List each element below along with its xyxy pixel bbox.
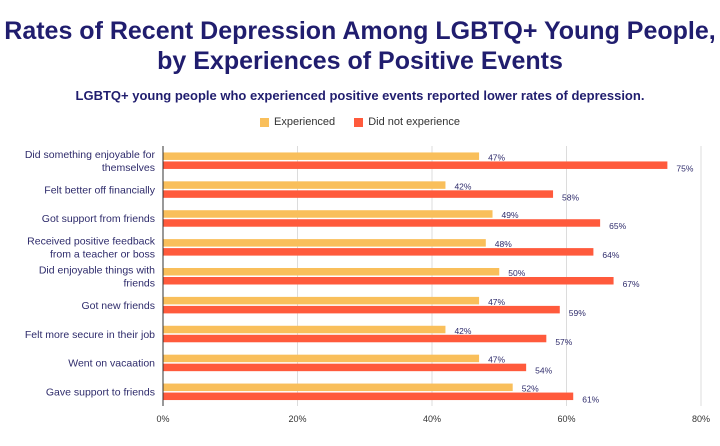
- chart-title: Rates of Recent Depression Among LGBTQ+ …: [4, 17, 716, 75]
- bar-did-not-experience: [163, 363, 527, 372]
- legend-swatch: [260, 117, 270, 127]
- legend-label: Did not experience: [368, 116, 460, 128]
- category-label: Felt better off financially: [44, 184, 155, 196]
- data-label: 64%: [602, 250, 619, 260]
- data-label: 75%: [676, 163, 693, 173]
- category-label: Felt more secure in their job: [25, 329, 155, 341]
- bar-experienced: [163, 181, 446, 189]
- category-label: Got support from friends: [42, 213, 155, 225]
- bar-did-not-experience: [163, 305, 560, 314]
- legend: Experienced Did not experience: [0, 116, 720, 130]
- bar-did-not-experience: [163, 334, 547, 343]
- bar-experienced: [163, 383, 513, 392]
- data-label: 54%: [535, 366, 552, 376]
- data-label: 47%: [488, 297, 505, 307]
- bar-experienced: [163, 268, 500, 276]
- bar-did-not-experience: [163, 190, 554, 198]
- category-label: Went on vacaation: [68, 358, 155, 370]
- bar-did-not-experience: [163, 392, 574, 401]
- bar-did-not-experience: [163, 248, 594, 256]
- data-label: 61%: [582, 395, 599, 405]
- bar-did-not-experience: [163, 277, 614, 285]
- category-label: Did enjoyable things with friends: [39, 265, 155, 290]
- bar-experienced: [163, 354, 480, 363]
- legend-swatch: [354, 117, 364, 127]
- legend-item-did-not-experience[interactable]: Did not experience: [354, 116, 460, 128]
- bar-experienced: [163, 325, 446, 334]
- x-tick-label: 0%: [156, 414, 169, 424]
- category-label: Did something enjoyable for themselves: [25, 149, 156, 174]
- x-tick-label: 80%: [692, 414, 710, 424]
- category-label: Got new friends: [81, 300, 155, 312]
- data-label: 48%: [495, 239, 512, 249]
- data-label: 49%: [502, 210, 519, 220]
- bar-did-not-experience: [163, 161, 668, 169]
- data-label: 50%: [508, 268, 525, 278]
- data-label: 52%: [522, 384, 539, 394]
- data-label: 58%: [562, 192, 579, 202]
- bar-experienced: [163, 239, 486, 247]
- data-label: 65%: [609, 221, 626, 231]
- legend-item-experienced[interactable]: Experienced: [260, 116, 335, 128]
- x-tick-label: 20%: [288, 414, 306, 424]
- data-label: 67%: [623, 279, 640, 289]
- legend-label: Experienced: [274, 116, 336, 128]
- x-tick-label: 40%: [423, 414, 441, 424]
- data-label: 42%: [454, 326, 471, 336]
- data-label: 57%: [555, 337, 572, 347]
- category-label: Received positive feedback from a teacher…: [27, 236, 156, 261]
- bar-did-not-experience: [163, 219, 601, 227]
- x-tick-label: 60%: [557, 414, 575, 424]
- bar-experienced: [163, 152, 480, 160]
- bar-experienced: [163, 210, 493, 218]
- data-label: 47%: [488, 152, 505, 162]
- data-label: 42%: [454, 181, 471, 191]
- bar-experienced: [163, 296, 480, 305]
- data-label: 47%: [488, 355, 505, 365]
- chart-subtitle: LGBTQ+ young people who experienced posi…: [75, 88, 645, 103]
- data-label: 59%: [569, 308, 586, 318]
- category-label: Gave support to friends: [46, 387, 155, 399]
